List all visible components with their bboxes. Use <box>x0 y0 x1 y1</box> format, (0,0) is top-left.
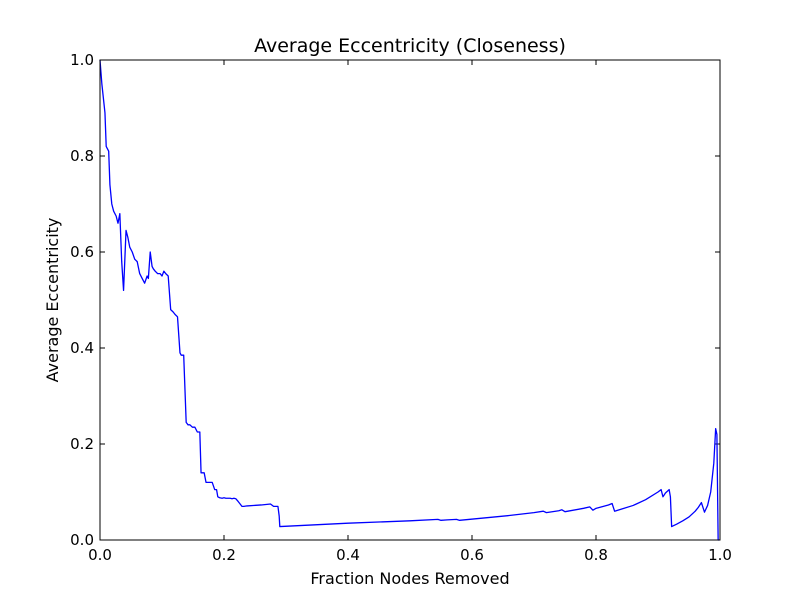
y-tick-label: 0.6 <box>70 243 94 261</box>
series-line <box>99 59 720 541</box>
y-tick-label: 0.8 <box>70 147 94 165</box>
chart-title: Average Eccentricity (Closeness) <box>254 35 566 57</box>
y-tick-label: 0.0 <box>70 531 94 549</box>
x-axis-ticks: 0.0 0.2 0.4 0.6 0.8 1.0 <box>88 60 732 564</box>
x-tick-label: 0.2 <box>212 546 236 564</box>
x-tick-label: 0.6 <box>460 546 484 564</box>
y-tick-label: 0.4 <box>70 339 94 357</box>
x-tick-label: 1.0 <box>708 546 732 564</box>
x-axis-label: Fraction Nodes Removed <box>310 569 509 588</box>
x-tick-label: 0.8 <box>584 546 608 564</box>
y-axis-label: Average Eccentricity <box>43 218 62 383</box>
y-tick-label: 0.2 <box>70 435 94 453</box>
x-tick-label: 0.0 <box>88 546 112 564</box>
plot-area-frame <box>99 59 721 541</box>
x-tick-label: 0.4 <box>336 546 360 564</box>
y-tick-label: 1.0 <box>70 51 94 69</box>
